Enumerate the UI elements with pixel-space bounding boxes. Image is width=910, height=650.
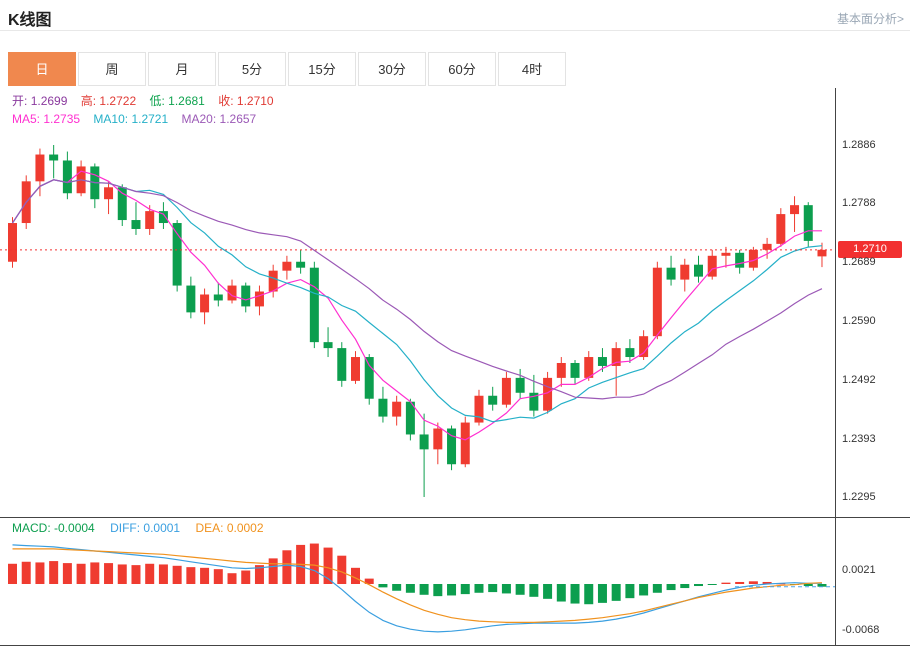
tab-60min[interactable]: 60分 bbox=[428, 52, 496, 86]
candlestick-chart bbox=[0, 145, 835, 497]
interval-tabs: 日 周 月 5分 15分 30分 60分 4时 bbox=[8, 52, 568, 86]
ma5-legend: MA5: 1.2735 bbox=[12, 112, 81, 126]
page-title: K线图 bbox=[8, 12, 52, 29]
tab-week[interactable]: 周 bbox=[78, 52, 146, 86]
y-axis-label: 1.2492 bbox=[842, 373, 876, 386]
ohlc-close: 收: 1.2710 bbox=[218, 94, 274, 108]
axis-border-line bbox=[835, 88, 836, 646]
fundamental-analysis-link[interactable]: 基本面分析> bbox=[836, 12, 904, 26]
dea-value: DEA: 0.0002 bbox=[195, 521, 264, 535]
macd-axis-label: -0.0068 bbox=[842, 623, 880, 636]
macd-axis-label: 0.0021 bbox=[842, 563, 876, 576]
macd-top-divider bbox=[0, 517, 910, 518]
ma-legend: MA5: 1.2735 MA10: 1.2721 MA20: 1.2657 bbox=[12, 112, 266, 126]
tab-30min[interactable]: 30分 bbox=[358, 52, 426, 86]
y-axis-label: 1.2393 bbox=[842, 432, 876, 445]
y-axis-label: 1.2886 bbox=[842, 139, 876, 151]
price-axis: 1.2710 1.2886 1.2788 1.2689 1.2590 1.2492 1.2… bbox=[836, 0, 910, 650]
y-axis-label: 1.2689 bbox=[842, 256, 876, 269]
ma20-legend: MA20: 1.2657 bbox=[181, 112, 257, 126]
tab-day[interactable]: 日 bbox=[8, 52, 76, 86]
macd-chart bbox=[8, 543, 835, 633]
bottom-divider bbox=[0, 645, 910, 646]
ma10-legend: MA10: 1.2721 bbox=[93, 112, 169, 126]
ohlc-legend: 开: 1.2699 高: 1.2722 低: 1.2681 收: 1.2710 bbox=[12, 92, 284, 109]
tab-month[interactable]: 月 bbox=[148, 52, 216, 86]
diff-value: DIFF: 0.0001 bbox=[110, 521, 181, 535]
tab-4hour[interactable]: 4时 bbox=[498, 52, 566, 86]
y-axis-label: 1.2788 bbox=[842, 197, 876, 210]
tab-5min[interactable]: 5分 bbox=[218, 52, 286, 86]
current-price-tag: 1.2710 bbox=[838, 240, 902, 258]
macd-value: MACD: -0.0004 bbox=[12, 521, 95, 535]
ohlc-open: 开: 1.2699 bbox=[12, 94, 68, 108]
ohlc-low: 低: 1.2681 bbox=[149, 94, 205, 108]
y-axis-label: 1.2295 bbox=[842, 491, 876, 503]
tab-15min[interactable]: 15分 bbox=[288, 52, 356, 86]
ohlc-high: 高: 1.2722 bbox=[80, 94, 137, 108]
macd-legend: MACD: -0.0004 DIFF: 0.0001 DEA: 0.0002 bbox=[12, 521, 276, 535]
y-axis-label: 1.2590 bbox=[842, 315, 876, 328]
page-header: K线图 基本面分析> bbox=[0, 0, 910, 31]
